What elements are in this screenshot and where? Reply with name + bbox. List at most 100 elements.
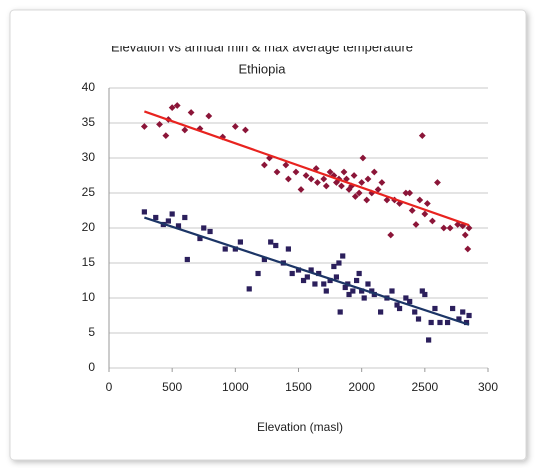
chart-frame bbox=[9, 9, 527, 461]
point bbox=[407, 298, 413, 305]
point bbox=[432, 305, 438, 312]
point bbox=[428, 319, 434, 326]
point bbox=[454, 221, 462, 228]
y-tick-label: 10 bbox=[82, 290, 96, 304]
point bbox=[364, 175, 372, 183]
point bbox=[322, 182, 330, 190]
point bbox=[340, 253, 346, 259]
y-tick-label: 30 bbox=[82, 150, 96, 164]
point bbox=[408, 207, 416, 214]
point bbox=[434, 179, 441, 186]
point bbox=[182, 214, 188, 221]
point bbox=[168, 104, 176, 111]
point bbox=[307, 175, 315, 183]
point bbox=[331, 263, 337, 270]
x-tick-label: 2500 bbox=[411, 380, 438, 394]
chart-subtitle: Ethiopia bbox=[239, 61, 287, 76]
point bbox=[416, 196, 424, 204]
point bbox=[466, 312, 472, 319]
point bbox=[350, 172, 358, 179]
point bbox=[314, 179, 321, 186]
point bbox=[333, 274, 339, 280]
point bbox=[387, 231, 395, 239]
point bbox=[201, 225, 207, 231]
point bbox=[378, 309, 384, 315]
point bbox=[463, 319, 470, 326]
point bbox=[316, 270, 322, 277]
point bbox=[354, 277, 360, 284]
point bbox=[327, 277, 333, 284]
point bbox=[255, 270, 261, 277]
point bbox=[304, 274, 310, 280]
point bbox=[461, 231, 469, 239]
point bbox=[326, 168, 334, 176]
point bbox=[348, 182, 355, 190]
point bbox=[292, 168, 300, 176]
point bbox=[162, 132, 170, 139]
x-tick-label: 1500 bbox=[285, 380, 312, 394]
point bbox=[412, 309, 418, 315]
y-tick-label: 25 bbox=[82, 185, 96, 199]
point bbox=[355, 189, 363, 197]
point bbox=[285, 246, 291, 252]
point bbox=[231, 123, 239, 130]
trendline bbox=[144, 216, 470, 326]
point bbox=[173, 102, 181, 109]
point bbox=[365, 281, 371, 287]
point bbox=[175, 223, 182, 229]
point bbox=[336, 260, 342, 266]
point bbox=[412, 221, 420, 228]
point bbox=[369, 288, 375, 294]
point bbox=[422, 291, 428, 298]
point bbox=[374, 186, 382, 193]
point bbox=[207, 228, 213, 235]
point bbox=[295, 267, 302, 273]
point bbox=[423, 200, 431, 207]
point bbox=[359, 154, 367, 162]
x-tick-label: 2000 bbox=[348, 380, 375, 394]
point bbox=[312, 281, 318, 287]
point bbox=[338, 182, 345, 190]
point bbox=[140, 123, 148, 130]
point bbox=[361, 295, 367, 301]
x-tick-label: 300 bbox=[478, 380, 498, 394]
y-tick-label: 0 bbox=[88, 360, 95, 374]
point bbox=[446, 224, 454, 232]
point bbox=[383, 196, 391, 204]
y-tick-label: 5 bbox=[88, 325, 95, 339]
chart-title: Elevation vs annual min & max average te… bbox=[111, 39, 413, 54]
point bbox=[370, 168, 378, 176]
y-tick-label: 20 bbox=[82, 220, 96, 234]
point bbox=[197, 235, 203, 242]
point bbox=[268, 239, 274, 245]
point bbox=[456, 316, 462, 322]
point bbox=[429, 217, 436, 225]
point bbox=[444, 319, 451, 326]
point bbox=[342, 284, 348, 291]
point bbox=[260, 161, 268, 169]
y-tick-label: 35 bbox=[82, 115, 96, 129]
point bbox=[440, 224, 448, 232]
point bbox=[450, 305, 456, 312]
point bbox=[378, 179, 386, 186]
point bbox=[297, 186, 305, 193]
point bbox=[396, 305, 403, 312]
point bbox=[418, 132, 426, 139]
point bbox=[273, 242, 279, 249]
point bbox=[181, 126, 189, 134]
point bbox=[359, 288, 365, 294]
point bbox=[460, 309, 466, 315]
point bbox=[169, 211, 175, 217]
x-tick-label: 1000 bbox=[222, 380, 249, 394]
point bbox=[320, 175, 328, 183]
y-tick-label: 40 bbox=[82, 80, 96, 94]
point bbox=[394, 302, 400, 308]
point bbox=[232, 246, 238, 252]
point bbox=[421, 210, 429, 218]
point bbox=[465, 224, 473, 232]
point bbox=[308, 267, 314, 273]
point bbox=[282, 161, 290, 169]
point bbox=[459, 222, 467, 230]
point bbox=[337, 309, 343, 315]
